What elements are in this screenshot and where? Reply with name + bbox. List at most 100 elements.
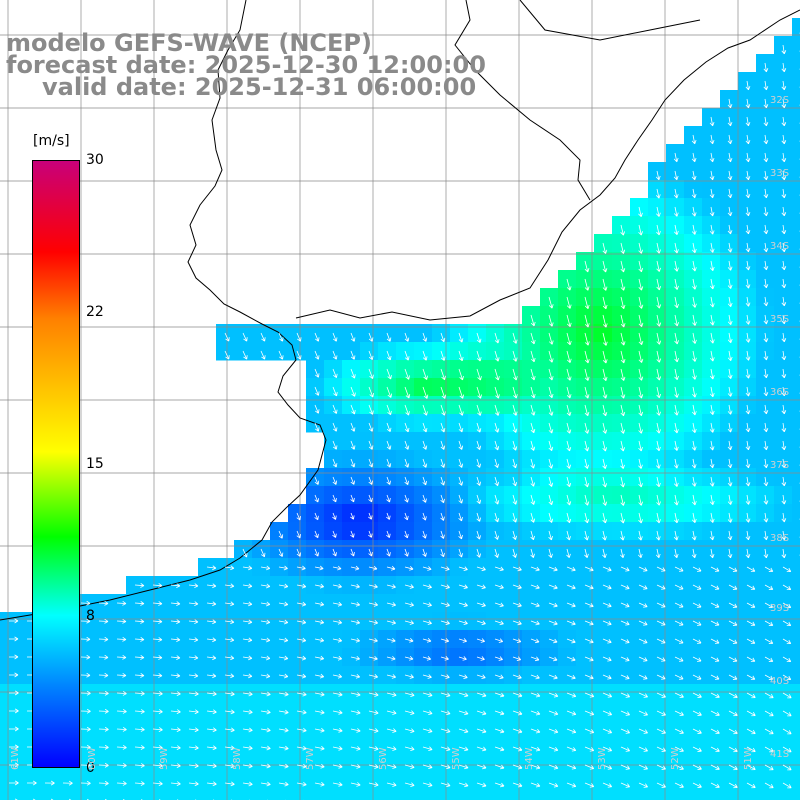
wind-arrow [80,636,91,642]
wind-arrow [440,548,445,558]
wind-arrow [278,691,289,697]
wind-arrow [188,601,199,607]
wind-arrow [656,728,666,734]
wind-arrow [781,422,787,433]
wind-arrow [206,763,217,769]
wind-arrow [350,655,360,661]
wind-arrow [584,548,589,559]
wind-arrow [674,602,684,608]
wind-arrow [206,655,217,661]
lon-label: 61W [10,747,21,770]
wind-arrow [206,619,217,625]
wind-arrow [530,458,536,469]
wind-arrow [494,548,500,558]
wind-arrow [782,638,792,644]
wind-arrow [386,565,396,571]
wind-arrow [386,422,392,433]
title-forecast-date: forecast date: 2025-12-30 12:00:00 [6,51,486,79]
wind-arrow [242,763,253,769]
wind-arrow [656,458,661,469]
wind-arrow [404,476,409,486]
wind-arrow [548,782,559,788]
wind-arrow [673,206,679,217]
wind-arrow [709,242,715,253]
wind-arrow [152,637,163,642]
wind-arrow [692,260,697,272]
wind-arrow [332,386,338,397]
wind-cell [792,522,800,541]
wind-arrow [620,746,631,752]
wind-arrow [350,548,355,557]
wind-arrow [512,746,523,752]
wind-arrow [512,386,518,399]
wind-arrow [458,368,464,381]
wind-arrow [242,565,253,571]
wind-arrow [745,512,751,523]
wind-arrow [350,476,356,485]
wind-arrow [656,602,666,608]
wind-arrow [781,386,787,397]
wind-arrow [745,296,751,307]
wind-arrow [116,636,127,642]
wind-arrow [638,620,648,626]
wind-arrow [727,296,733,307]
wind-cell [774,792,793,800]
wind-arrow [332,494,337,503]
wind-arrow [745,350,751,361]
wind-arrow [386,548,391,557]
wind-arrow [152,655,163,660]
wind-arrow [404,710,415,715]
wind-arrow [404,530,409,539]
wind-arrow [260,673,271,679]
wind-arrow [458,332,464,343]
wind-arrow [296,709,307,715]
wind-arrow [709,296,715,308]
wind-arrow [745,188,751,199]
wind-arrow [476,782,487,788]
wind-arrow [782,692,792,699]
wind-arrow [620,476,625,488]
wind-arrow [386,655,396,661]
wind-arrow [746,584,756,590]
wind-arrow [602,440,608,452]
wind-cell [252,792,271,800]
wind-arrow [152,781,163,786]
wind-arrow [782,710,792,717]
wind-arrow [764,566,774,572]
wind-arrow [494,674,504,680]
wind-arrow [530,404,536,416]
wind-cell [558,792,577,800]
wind-arrow [692,584,702,590]
wind-arrow [386,710,397,715]
wind-arrow [709,494,715,506]
legend-tick-8: 8 [86,608,95,624]
wind-arrow [224,601,235,607]
wind-arrow [458,638,467,643]
wind-arrow [458,692,469,698]
wind-arrow [548,728,559,734]
wind-arrow [763,62,769,73]
wind-arrow [638,674,648,680]
wind-arrow [620,602,630,608]
wind-cell [792,36,800,55]
wind-arrow [548,332,554,345]
wind-arrow [242,350,248,360]
wind-arrow [638,278,644,291]
wind-arrow [260,332,266,342]
wind-cell [630,792,649,800]
wind-arrow [260,565,271,571]
wind-arrow [332,655,343,661]
wind-arrow [781,458,787,469]
wind-arrow [494,602,504,608]
wind-arrow [80,600,91,606]
wind-arrow [745,368,751,379]
wind-arrow [727,224,733,235]
wind-arrow [584,440,590,452]
wind-arrow [494,656,503,661]
wind-arrow [763,116,769,127]
wind-arrow [584,620,594,626]
wind-arrow [476,710,487,716]
wind-arrow [691,512,697,524]
wind-arrow [350,764,361,769]
wind-arrow [116,727,127,732]
